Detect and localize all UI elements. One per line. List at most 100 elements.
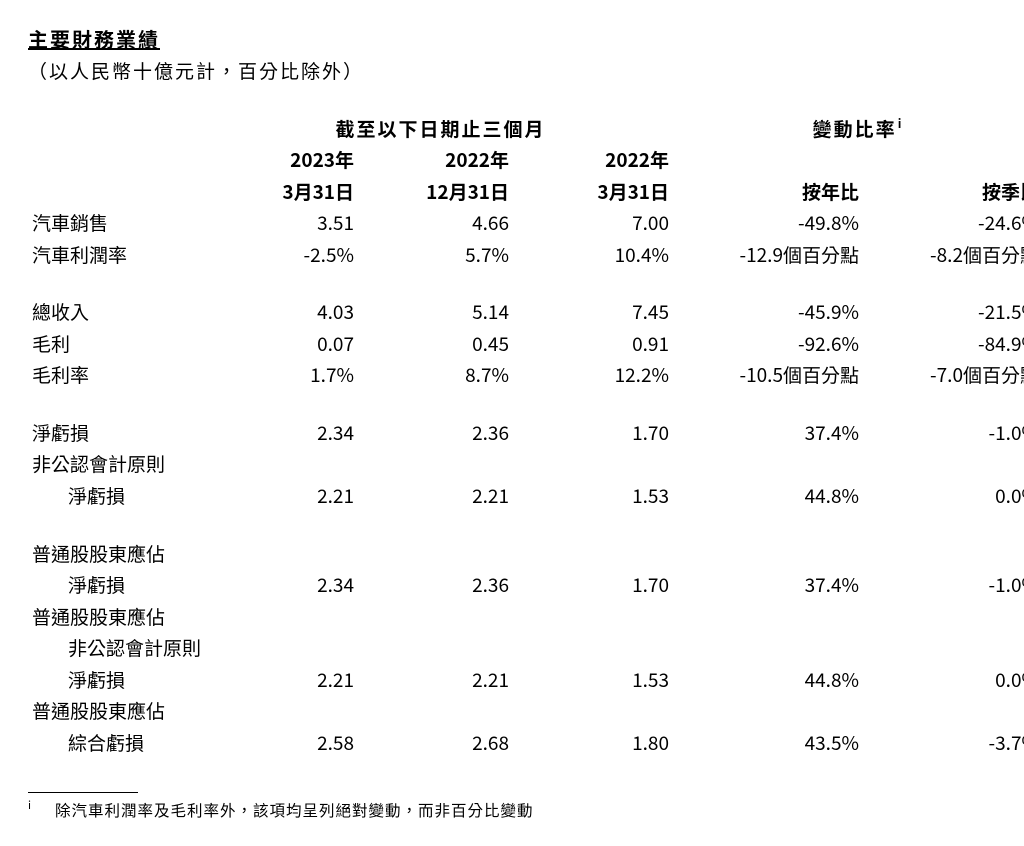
- table-row: 淨虧損2.342.361.7037.4%-1.0%: [28, 417, 1024, 449]
- page-title: 主要財務業績: [28, 24, 996, 53]
- financial-table: 截至以下日期止三個月 變動比率i 2023年 2022年 2022年 3月31日…: [28, 113, 1024, 759]
- cell-v1: 3.51: [208, 207, 358, 239]
- cell-v3: 1.53: [513, 480, 673, 512]
- cell-v1: [208, 601, 358, 633]
- header-change-span: 變動比率i: [673, 113, 1024, 145]
- cell-yoy: 37.4%: [673, 417, 863, 449]
- cell-qoq: [863, 538, 1024, 570]
- cell-qoq: [863, 448, 1024, 480]
- header-col1-date: 3月31日: [208, 176, 358, 208]
- cell-yoy: 44.8%: [673, 664, 863, 696]
- cell-v3: 1.80: [513, 727, 673, 759]
- cell-v2: 2.36: [358, 569, 513, 601]
- table-row: 普通股股東應佔: [28, 601, 1024, 633]
- table-row: 淨虧損2.342.361.7037.4%-1.0%: [28, 569, 1024, 601]
- cell-yoy: [673, 632, 863, 664]
- cell-qoq: -3.7%: [863, 727, 1024, 759]
- table-row: 毛利0.070.450.91-92.6%-84.9%: [28, 328, 1024, 360]
- cell-v2: [358, 448, 513, 480]
- cell-v2: 5.14: [358, 296, 513, 328]
- cell-v3: 7.00: [513, 207, 673, 239]
- row-label: 汽車銷售: [28, 207, 208, 239]
- header-col3-date: 3月31日: [513, 176, 673, 208]
- cell-v1: 1.7%: [208, 359, 358, 391]
- table-row: [28, 270, 1024, 296]
- cell-v3: 1.70: [513, 569, 673, 601]
- cell-qoq: 0.0%: [863, 480, 1024, 512]
- cell-v1: [208, 632, 358, 664]
- cell-v3: 1.70: [513, 417, 673, 449]
- table-row: [28, 512, 1024, 538]
- cell-v2: [358, 601, 513, 633]
- table-row: 普通股股東應佔: [28, 695, 1024, 727]
- footnote: i 除汽車利潤率及毛利率外，該項均呈列絕對變動，而非百分比變動: [28, 799, 996, 821]
- cell-v3: 12.2%: [513, 359, 673, 391]
- row-label: 毛利: [28, 328, 208, 360]
- footnote-mark: i: [28, 799, 31, 821]
- cell-v2: 2.21: [358, 664, 513, 696]
- header-col3-year: 2022年: [513, 144, 673, 176]
- row-label: 淨虧損: [28, 664, 208, 696]
- table-row: 淨虧損2.212.211.5344.8%0.0%: [28, 480, 1024, 512]
- table-row: 汽車銷售3.514.667.00-49.8%-24.6%: [28, 207, 1024, 239]
- cell-v1: 2.21: [208, 664, 358, 696]
- row-label: 毛利率: [28, 359, 208, 391]
- cell-qoq: [863, 632, 1024, 664]
- header-col1-year: 2023年: [208, 144, 358, 176]
- cell-yoy: -45.9%: [673, 296, 863, 328]
- table-row: 非公認會計原則: [28, 448, 1024, 480]
- cell-qoq: -1.0%: [863, 569, 1024, 601]
- cell-v2: 2.21: [358, 480, 513, 512]
- header-period-span: 截至以下日期止三個月: [208, 113, 673, 145]
- cell-yoy: -49.8%: [673, 207, 863, 239]
- header-col2-date: 12月31日: [358, 176, 513, 208]
- cell-yoy: -92.6%: [673, 328, 863, 360]
- cell-v2: [358, 538, 513, 570]
- cell-v2: 8.7%: [358, 359, 513, 391]
- cell-qoq: -1.0%: [863, 417, 1024, 449]
- table-row: 淨虧損2.212.211.5344.8%0.0%: [28, 664, 1024, 696]
- cell-v3: 10.4%: [513, 239, 673, 271]
- table-row: 汽車利潤率-2.5%5.7%10.4%-12.9個百分點-8.2個百分點: [28, 239, 1024, 271]
- cell-qoq: -21.5%: [863, 296, 1024, 328]
- cell-qoq: 0.0%: [863, 664, 1024, 696]
- cell-v3: [513, 448, 673, 480]
- cell-qoq: -8.2個百分點: [863, 239, 1024, 271]
- row-label: 非公認會計原則: [28, 632, 208, 664]
- table-row: [28, 391, 1024, 417]
- cell-qoq: [863, 695, 1024, 727]
- cell-v1: 2.21: [208, 480, 358, 512]
- cell-yoy: [673, 538, 863, 570]
- row-label: 非公認會計原則: [28, 448, 208, 480]
- cell-v1: 4.03: [208, 296, 358, 328]
- cell-v3: [513, 695, 673, 727]
- cell-v3: [513, 632, 673, 664]
- cell-yoy: 44.8%: [673, 480, 863, 512]
- cell-v2: 4.66: [358, 207, 513, 239]
- cell-v3: [513, 601, 673, 633]
- row-label: 普通股股東應佔: [28, 695, 208, 727]
- cell-v1: 0.07: [208, 328, 358, 360]
- cell-yoy: 37.4%: [673, 569, 863, 601]
- row-label: 綜合虧損: [28, 727, 208, 759]
- header-col2-year: 2022年: [358, 144, 513, 176]
- cell-v1: 2.58: [208, 727, 358, 759]
- cell-qoq: [863, 601, 1024, 633]
- cell-v1: 2.34: [208, 569, 358, 601]
- table-row: 普通股股東應佔: [28, 538, 1024, 570]
- cell-v2: 0.45: [358, 328, 513, 360]
- row-label: 淨虧損: [28, 569, 208, 601]
- cell-v2: 2.36: [358, 417, 513, 449]
- cell-v1: 2.34: [208, 417, 358, 449]
- cell-v1: [208, 448, 358, 480]
- cell-v3: [513, 538, 673, 570]
- table-row: 綜合虧損2.582.681.8043.5%-3.7%: [28, 727, 1024, 759]
- cell-v3: 1.53: [513, 664, 673, 696]
- cell-yoy: -12.9個百分點: [673, 239, 863, 271]
- footnote-text: 除汽車利潤率及毛利率外，該項均呈列絕對變動，而非百分比變動: [55, 799, 534, 821]
- cell-v1: -2.5%: [208, 239, 358, 271]
- cell-v1: [208, 695, 358, 727]
- cell-yoy: [673, 601, 863, 633]
- cell-yoy: 43.5%: [673, 727, 863, 759]
- header-qoq: 按季比: [863, 176, 1024, 208]
